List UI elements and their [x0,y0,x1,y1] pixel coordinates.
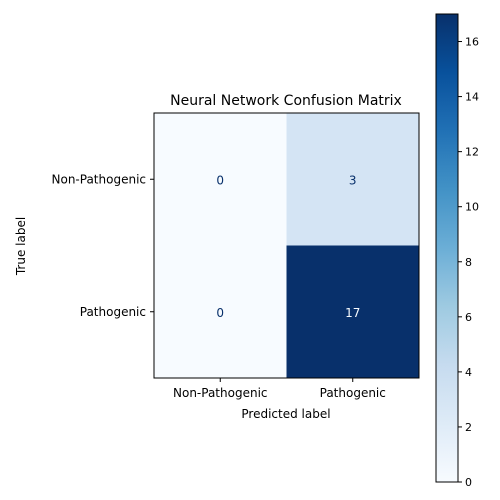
y-tick-label: Pathogenic [80,305,146,319]
chart-title: Neural Network Confusion Matrix [170,93,402,109]
cell-value-label: 3 [349,173,357,187]
cell-value-label: 0 [216,306,224,320]
x-tick-label: Pathogenic [320,386,386,400]
colorbar-tick-label: 0 [465,476,472,489]
colorbar-tick-label: 2 [465,421,472,434]
colorbar-gradient [436,14,458,482]
colorbar-tick-label: 10 [465,201,479,214]
cell-value-label: 0 [216,173,224,187]
x-tick-label: Non-Pathogenic [173,386,268,400]
matrix-plot-area: 0 3 0 17 Non-Pathogenic Pathogenic Non-Pathoge… [52,112,420,400]
colorbar-frame [435,13,459,483]
colorbar-tick-label: 16 [465,36,479,49]
y-tick-label: Non-Pathogenic [52,172,147,186]
matrix-cell [154,245,287,378]
matrix-cell [286,113,419,246]
colorbar: 0 2 4 6 8 10 12 14 16 [435,13,479,489]
plot-frame [153,112,420,379]
cell-value-label: 17 [345,306,360,320]
matrix-cell [286,245,419,378]
colorbar-tick-label: 8 [465,256,472,269]
x-axis-label: Predicted label [241,407,330,421]
colorbar-tick-label: 12 [465,146,479,159]
y-axis-label: True label [14,217,28,276]
colorbar-tick-label: 6 [465,311,472,324]
matrix-cell [154,113,287,246]
colorbar-tick-label: 14 [465,91,479,104]
colorbar-tick-label: 4 [465,366,472,379]
